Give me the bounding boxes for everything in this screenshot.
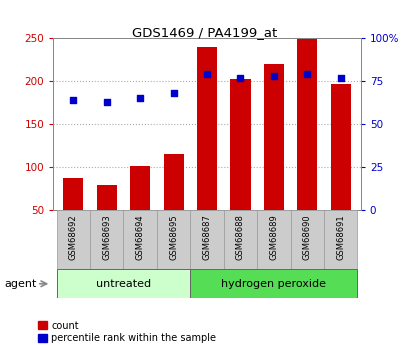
Point [270,73,276,79]
Legend: count, percentile rank within the sample: count, percentile rank within the sample [38,321,216,343]
Text: GSM68694: GSM68694 [135,215,144,260]
Bar [90,210,123,269]
Text: GSM68689: GSM68689 [269,215,278,260]
Bar [163,154,183,210]
Text: GSM68688: GSM68688 [236,215,244,260]
Point [337,75,343,80]
Text: GSM68691: GSM68691 [335,215,344,260]
Point [203,71,210,77]
Bar [330,83,350,210]
Point [303,71,310,77]
Text: GSM68693: GSM68693 [102,215,111,260]
Bar [290,210,323,269]
Point [170,90,176,96]
Point [237,75,243,80]
Text: GSM68687: GSM68687 [202,215,211,260]
Text: GSM68690: GSM68690 [302,215,311,260]
Text: agent: agent [4,279,36,289]
Bar [263,64,283,210]
Bar [157,210,190,269]
Bar [123,210,157,269]
Bar [63,178,83,210]
Text: GSM68692: GSM68692 [69,215,78,260]
Point [103,99,110,105]
Point [137,96,143,101]
Text: hydrogen peroxide: hydrogen peroxide [221,279,326,289]
Bar [297,39,317,210]
Text: GDS1469 / PA4199_at: GDS1469 / PA4199_at [132,26,277,39]
Bar [190,210,223,269]
Text: GSM68695: GSM68695 [169,215,178,260]
Bar [56,210,90,269]
Bar [56,269,190,298]
Bar [230,79,250,210]
Bar [223,210,256,269]
Bar [197,47,216,210]
Bar [256,210,290,269]
Bar [190,269,357,298]
Bar [130,166,150,210]
Bar [97,185,117,210]
Point [70,97,76,103]
Bar [323,210,357,269]
Text: untreated: untreated [96,279,151,289]
